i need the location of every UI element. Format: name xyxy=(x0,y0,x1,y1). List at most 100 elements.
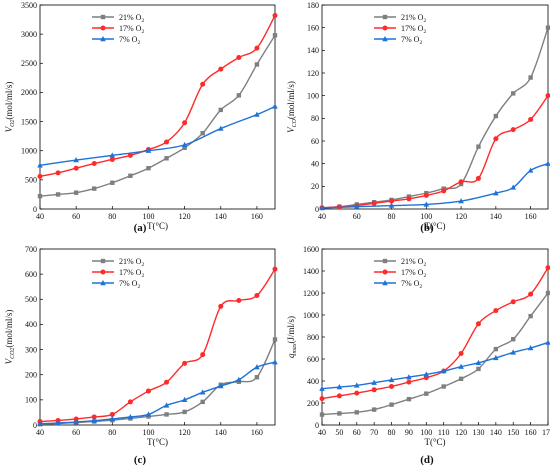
legend-label: 7% O2 xyxy=(401,35,422,46)
y-tick-label: 600 xyxy=(307,355,319,364)
y-tick-label: 120 xyxy=(307,69,319,78)
data-point xyxy=(406,379,412,385)
y-tick-label: 140 xyxy=(307,46,319,55)
data-point xyxy=(510,184,517,190)
data-point xyxy=(423,201,430,207)
panel-caption: (b) xyxy=(420,222,434,234)
x-tick-label: 40 xyxy=(36,212,44,221)
y-tick-label: 300 xyxy=(25,345,37,354)
data-point xyxy=(475,359,482,366)
x-tick-label: 140 xyxy=(215,212,227,221)
data-point xyxy=(353,382,360,388)
data-point xyxy=(254,62,260,67)
data-point xyxy=(458,179,464,185)
data-point xyxy=(73,190,79,195)
y-tick-label: 0 xyxy=(33,421,37,430)
legend-marker xyxy=(100,269,106,275)
y-tick-label: 100 xyxy=(307,91,319,100)
data-point xyxy=(218,303,224,309)
data-point xyxy=(528,291,534,297)
data-point xyxy=(475,175,481,181)
data-point xyxy=(510,127,516,133)
data-point xyxy=(182,120,188,126)
data-point xyxy=(55,170,61,176)
data-point xyxy=(200,399,205,405)
data-point xyxy=(145,147,152,153)
x-tick-label: 140 xyxy=(215,428,227,437)
legend-marker xyxy=(382,36,388,42)
chart-panel-1: 40 60 80 100 120 140 160 0 500 1000 1500 2000 2500 30… xyxy=(4,1,278,234)
data-point xyxy=(545,25,550,30)
legend-label: 7% O2 xyxy=(401,279,422,290)
y-tick-label: 800 xyxy=(307,333,319,342)
data-point xyxy=(91,414,97,420)
data-point xyxy=(406,396,412,402)
data-point xyxy=(354,410,359,415)
data-point xyxy=(37,193,43,199)
y-tick-label: 400 xyxy=(25,320,37,329)
x-tick-label: 160 xyxy=(525,212,537,221)
x-tick-label: 100 xyxy=(420,212,432,221)
y-tick-label: 400 xyxy=(307,377,319,386)
data-point xyxy=(528,313,533,319)
data-point xyxy=(127,152,133,158)
data-point xyxy=(199,389,206,395)
series-line xyxy=(321,27,549,209)
legend-marker xyxy=(382,25,388,31)
data-point xyxy=(217,383,224,389)
legend-marker xyxy=(100,36,106,42)
y-tick-label: 0 xyxy=(315,205,319,214)
series-7-o2 xyxy=(37,103,278,168)
legend-label: 17% O2 xyxy=(119,268,144,279)
data-point xyxy=(511,337,516,342)
data-point xyxy=(254,375,260,380)
data-point xyxy=(73,418,79,425)
data-point xyxy=(109,411,115,417)
data-point xyxy=(109,415,116,422)
series-7-o2 xyxy=(319,339,550,391)
data-point xyxy=(128,173,133,178)
series-17-o2 xyxy=(37,12,278,179)
data-point xyxy=(92,186,97,191)
data-point xyxy=(371,387,377,393)
data-point xyxy=(37,162,43,168)
legend-label: 17% O2 xyxy=(401,268,426,279)
y-tick-label: 0 xyxy=(315,421,319,430)
data-point xyxy=(127,399,133,405)
data-point xyxy=(389,384,395,389)
data-point xyxy=(164,379,170,385)
data-point xyxy=(336,384,343,390)
x-tick-label: 130 xyxy=(472,428,484,437)
data-point xyxy=(55,419,61,426)
data-point xyxy=(319,412,325,417)
data-point xyxy=(272,359,278,365)
x-axis-label: T(°C) xyxy=(424,221,445,231)
data-point xyxy=(319,204,325,211)
data-point xyxy=(164,139,170,145)
data-point xyxy=(388,202,395,208)
plot-frame xyxy=(39,4,276,210)
data-point xyxy=(493,136,499,142)
y-tick-label: 1500 xyxy=(21,117,37,126)
data-point xyxy=(458,351,464,356)
y-tick-label: 0 xyxy=(33,205,37,214)
x-tick-label: 160 xyxy=(525,428,537,437)
x-tick-label: 60 xyxy=(72,428,80,437)
x-tick-label: 110 xyxy=(438,428,450,437)
series-7-o2 xyxy=(37,359,278,426)
y-tick-label: 3000 xyxy=(21,30,37,39)
y-tick-label: 2000 xyxy=(21,88,37,97)
y-tick-label: 1000 xyxy=(21,147,37,156)
data-point xyxy=(353,203,360,209)
legend-label: 21% O2 xyxy=(401,13,426,24)
x-tick-label: 60 xyxy=(353,428,361,437)
series-7-o2 xyxy=(319,160,550,211)
data-point xyxy=(354,390,360,396)
data-point xyxy=(272,266,278,272)
data-point xyxy=(200,81,206,87)
data-point xyxy=(163,402,170,408)
x-tick-label: 170 xyxy=(542,428,550,437)
series-line xyxy=(39,268,276,423)
data-point xyxy=(272,12,278,18)
data-point xyxy=(272,337,278,342)
